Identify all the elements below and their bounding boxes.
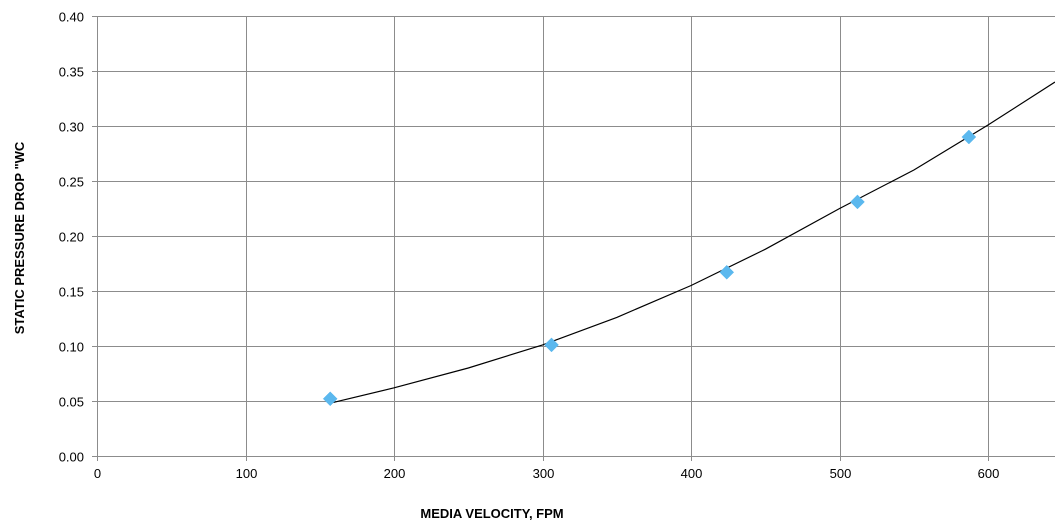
data-point — [544, 337, 559, 353]
x-tick-label: 600 — [978, 466, 1000, 481]
x-tick-label: 500 — [830, 466, 852, 481]
y-tick-label: 0.10 — [59, 340, 84, 355]
y-tick-label: 0.25 — [59, 175, 84, 190]
data-point — [850, 194, 865, 210]
data-point — [719, 264, 735, 280]
trendline — [330, 81, 1055, 404]
axes — [92, 16, 1055, 461]
x-tick-label: 400 — [681, 466, 703, 481]
y-tick-label: 0.20 — [59, 230, 84, 245]
x-tick-label: 0 — [94, 466, 101, 481]
x-tick-label: 300 — [533, 466, 555, 481]
y-axis-title: STATIC PRESSURE DROP "WC — [12, 141, 27, 334]
y-tick-label: 0.40 — [59, 10, 84, 25]
data-point — [322, 391, 338, 407]
y-tick-label: 0.05 — [59, 395, 84, 410]
grid — [97, 16, 1055, 456]
x-axis-title: MEDIA VELOCITY, FPM — [420, 506, 563, 521]
tick-labels: 0.00 0.05 0.10 0.15 0.20 0.25 0.30 0.35 0.40 0 100… — [59, 10, 1000, 482]
x-tick-label: 100 — [236, 466, 258, 481]
series — [322, 81, 1055, 407]
data-point — [961, 129, 977, 145]
y-tick-label: 0.15 — [59, 285, 84, 300]
x-tick-label: 200 — [384, 466, 406, 481]
y-tick-label: 0.30 — [59, 120, 84, 135]
y-tick-label: 0.35 — [59, 65, 84, 80]
y-tick-label: 0.00 — [59, 450, 84, 465]
